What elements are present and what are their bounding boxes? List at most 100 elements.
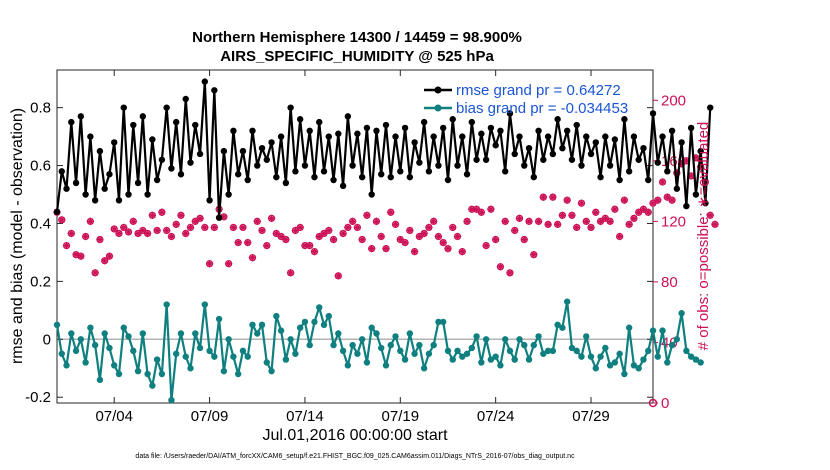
- bias-point: [268, 367, 275, 375]
- bias-point: [258, 321, 266, 329]
- obs-evaluated-point: [120, 223, 128, 232]
- bias-point: [58, 350, 65, 357]
- obs-evaluated-point: [291, 226, 299, 235]
- rmse-point: [678, 139, 685, 146]
- x-tick-label: 07/19: [382, 408, 420, 425]
- obs-evaluated-point: [134, 229, 142, 238]
- rmse-point: [177, 171, 185, 178]
- bias-point: [111, 362, 118, 369]
- x-tick-label: 07/14: [286, 408, 324, 425]
- footer-data-file: data file: /Users/raeder/DAI/ATM_forcXX/…: [135, 453, 575, 460]
- obs-evaluated-point: [472, 205, 481, 213]
- obs-evaluated-point: [205, 260, 214, 268]
- bias-point: [540, 350, 547, 357]
- obs-evaluated-point: [167, 232, 176, 241]
- obs-evaluated-point: [201, 223, 209, 232]
- rmse-point: [530, 173, 537, 181]
- obs-evaluated-point: [267, 214, 276, 222]
- bias-point: [497, 362, 504, 369]
- rmse-point: [301, 162, 309, 169]
- obs-evaluated-point: [711, 220, 719, 228]
- bias-point: [306, 341, 313, 349]
- rmse-point: [296, 116, 304, 123]
- obs-evaluated-point: [658, 178, 667, 186]
- obs-evaluated-point: [477, 208, 485, 216]
- obs-evaluated-point: [272, 229, 280, 238]
- obs-evaluated-point: [515, 214, 524, 222]
- bias-point: [521, 341, 528, 349]
- x-tick-label: 07/24: [477, 408, 515, 425]
- rmse-point: [540, 156, 547, 163]
- rmse-point: [373, 127, 380, 135]
- bias-point: [530, 341, 537, 349]
- obs-evaluated-point: [177, 211, 185, 219]
- rmse-point: [230, 127, 237, 135]
- obs-evaluated-point: [258, 226, 266, 235]
- rmse-point: [206, 197, 213, 204]
- rmse-point: [401, 124, 409, 132]
- obs-evaluated-point: [253, 217, 261, 225]
- bias-point: [459, 353, 466, 360]
- rmse-point: [521, 162, 528, 169]
- rmse-point: [549, 150, 557, 158]
- bias-point: [358, 336, 366, 343]
- rmse-point: [649, 110, 657, 117]
- obs-evaluated-point: [353, 223, 361, 232]
- obs-evaluated-point: [310, 248, 319, 256]
- obs-evaluated-point: [625, 220, 633, 228]
- obs-evaluated-point: [654, 196, 662, 204]
- obs-evaluated-point: [148, 211, 156, 219]
- rmse-point: [707, 104, 714, 111]
- obs-evaluated-point: [196, 214, 204, 222]
- rmse-point: [440, 124, 447, 132]
- bias-point: [68, 330, 75, 337]
- obs-evaluated-point: [601, 214, 609, 222]
- obs-evaluated-point: [143, 229, 152, 238]
- rmse-point: [397, 168, 404, 175]
- obs-evaluated-point: [458, 248, 466, 256]
- rmse-point: [501, 168, 509, 175]
- rmse-point: [463, 171, 471, 178]
- bias-point: [397, 347, 404, 355]
- obs-last-point: [648, 398, 658, 408]
- bias-point: [678, 310, 685, 317]
- obs-evaluated-point: [620, 196, 628, 204]
- rmse-point: [621, 116, 628, 123]
- rmse-point: [363, 124, 371, 132]
- y2-tick-label: 80: [661, 274, 678, 291]
- obs-evaluated-point: [377, 232, 385, 241]
- rmse-point: [96, 147, 104, 155]
- rmse-point: [91, 197, 99, 204]
- bias-line: [55, 300, 702, 402]
- rmse-point: [153, 176, 161, 184]
- rmse-point: [234, 171, 242, 178]
- obs-evaluated-point: [139, 226, 147, 235]
- obs-evaluated-point: [587, 223, 595, 232]
- obs-evaluated-point: [444, 245, 452, 253]
- rmse-point: [506, 110, 514, 117]
- bias-point: [492, 353, 499, 360]
- bias-point: [192, 330, 199, 337]
- rmse-point: [58, 168, 65, 175]
- bias-point: [697, 359, 704, 366]
- rmse-point: [287, 104, 294, 111]
- obs-evaluated-point: [329, 235, 338, 244]
- obs-evaluated-point: [153, 226, 161, 235]
- bias-point: [416, 341, 423, 349]
- rmse-point: [325, 133, 332, 140]
- obs-evaluated-point: [611, 205, 619, 213]
- rmse-point: [430, 133, 437, 140]
- bias-point: [301, 318, 309, 326]
- rmse-point: [134, 179, 142, 187]
- bias-point: [535, 333, 542, 340]
- obs-evaluated-point: [639, 205, 648, 213]
- legend-rmse-label: rmse grand pr = 0.64272: [456, 82, 621, 99]
- bias-point: [578, 353, 585, 360]
- rmse-point: [692, 191, 700, 198]
- legend: rmse grand pr = 0.64272 bias grand pr = …: [424, 82, 628, 117]
- bias-point: [406, 330, 414, 337]
- bias-point: [220, 367, 228, 375]
- y-tick-label: 0.2: [30, 273, 51, 290]
- bias-point: [273, 312, 280, 320]
- y2-tick-label: 0: [661, 395, 669, 412]
